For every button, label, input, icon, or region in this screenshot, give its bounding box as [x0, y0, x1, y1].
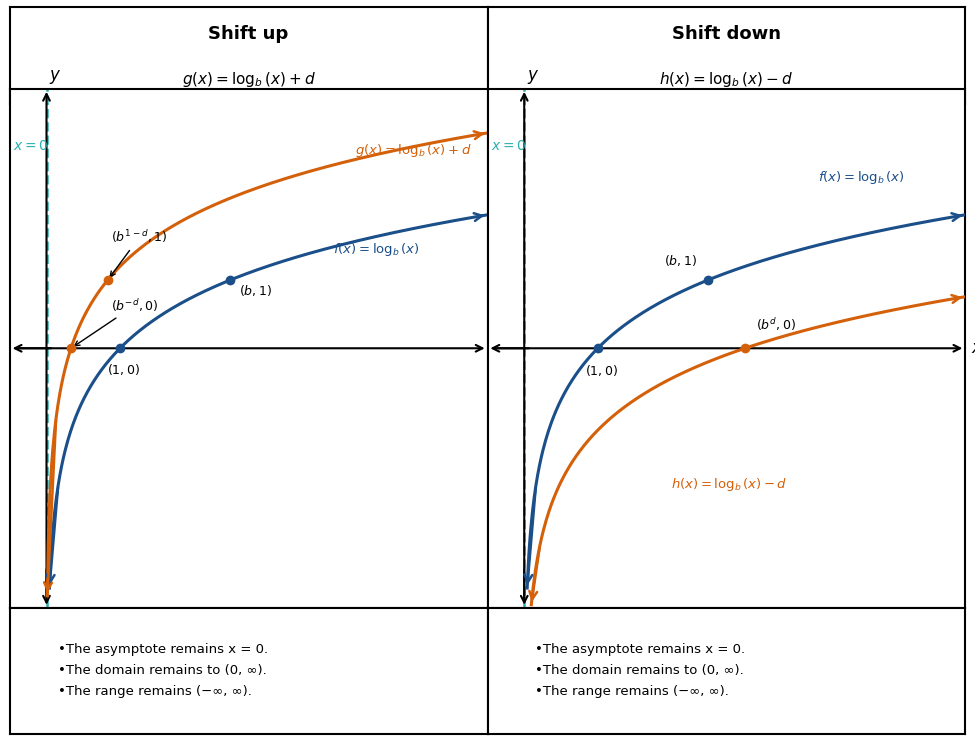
Text: $(1, 0)$: $(1, 0)$: [585, 363, 618, 379]
Text: $h(x) = \log_b(x) - d$: $h(x) = \log_b(x) - d$: [659, 70, 794, 89]
Text: $(1, 0)$: $(1, 0)$: [107, 362, 140, 377]
Text: $(b^{-d}, 0)$: $(b^{-d}, 0)$: [74, 297, 159, 346]
Text: •The asymptote remains x = 0.
•The domain remains to (0, ∞).
•The range remains : •The asymptote remains x = 0. •The domai…: [535, 643, 746, 698]
Text: $y$: $y$: [49, 67, 61, 85]
Text: $g(x) = \log_b(x) + d$: $g(x) = \log_b(x) + d$: [181, 70, 316, 89]
Text: $(b^{1-d}, 1)$: $(b^{1-d}, 1)$: [110, 228, 168, 276]
Text: $(b, 1)$: $(b, 1)$: [239, 283, 272, 298]
Text: $g(x) = \log_b(x) + d$: $g(x) = \log_b(x) + d$: [355, 142, 472, 159]
Text: $(b^d, 0)$: $(b^d, 0)$: [756, 316, 796, 333]
Text: $h(x) = \log_b(x) - d$: $h(x) = \log_b(x) - d$: [671, 476, 788, 494]
Text: Shift down: Shift down: [672, 25, 781, 44]
Text: $x = 0$: $x = 0$: [14, 139, 49, 153]
Text: Shift up: Shift up: [209, 25, 289, 44]
Text: $y$: $y$: [526, 67, 539, 85]
Text: $x = 0$: $x = 0$: [491, 139, 526, 153]
Text: $f(x) = \log_b(x)$: $f(x) = \log_b(x)$: [818, 169, 905, 186]
Text: $f(x) = \log_b(x)$: $f(x) = \log_b(x)$: [333, 241, 420, 258]
Text: •The asymptote remains x = 0.
•The domain remains to (0, ∞).
•The range remains : •The asymptote remains x = 0. •The domai…: [58, 643, 268, 698]
Text: $(b, 1)$: $(b, 1)$: [664, 253, 697, 268]
Text: $x$: $x$: [493, 339, 506, 357]
Text: $x$: $x$: [971, 339, 975, 357]
